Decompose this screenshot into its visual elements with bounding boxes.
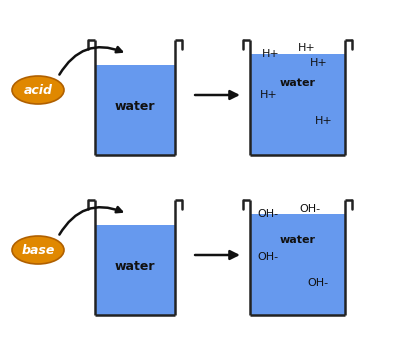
Bar (250, 214, 345, 315)
FancyArrowPatch shape (59, 47, 122, 75)
FancyArrowPatch shape (59, 207, 122, 234)
Text: acid: acid (24, 84, 52, 97)
Text: water: water (115, 100, 155, 113)
Text: H+: H+ (315, 116, 332, 126)
Ellipse shape (12, 236, 64, 264)
Text: base: base (21, 244, 55, 257)
Text: OH-: OH- (307, 278, 328, 288)
Text: H+: H+ (298, 43, 315, 53)
Bar (95, 65, 175, 155)
Text: H+: H+ (262, 49, 279, 59)
Text: H+: H+ (260, 90, 277, 100)
Text: water: water (280, 78, 316, 88)
Text: OH-: OH- (299, 204, 320, 214)
Text: OH-: OH- (258, 209, 279, 219)
Text: water: water (115, 260, 155, 273)
Ellipse shape (12, 76, 64, 104)
Bar (95, 225, 175, 315)
Text: H+: H+ (310, 58, 328, 68)
Text: OH-: OH- (258, 252, 279, 262)
Text: water: water (280, 235, 316, 245)
Bar (250, 54, 345, 155)
